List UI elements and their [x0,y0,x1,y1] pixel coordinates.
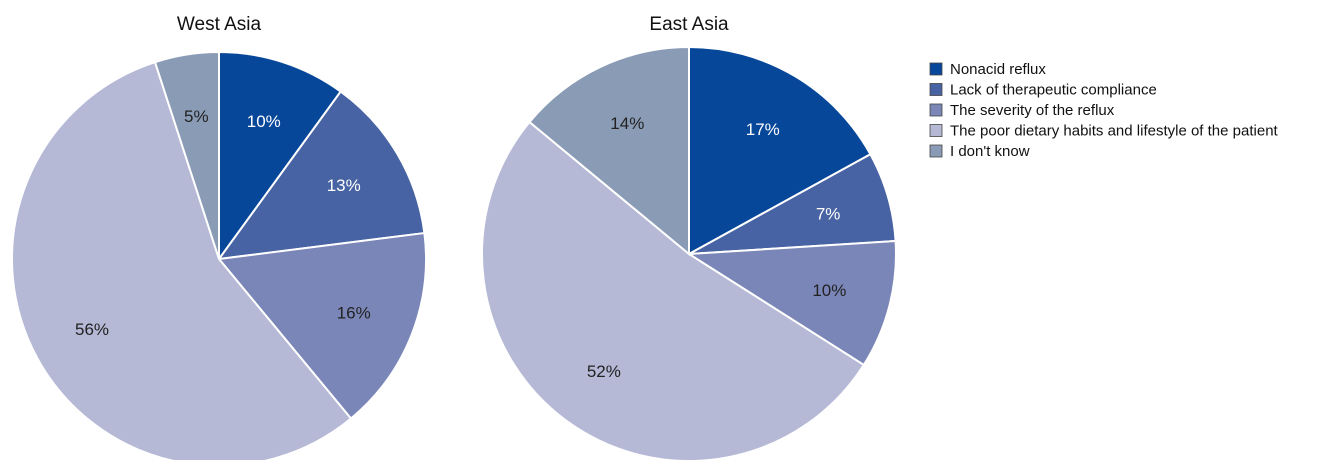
legend-swatch [929,124,943,137]
legend-swatch [929,83,943,96]
data-label-nonacid-reflux: 17% [746,120,780,139]
pie-slice-lack-of-therapeutic-compliance [216,90,426,261]
legend-item-the-severity-of-the-reflux: The severity of the reflux [929,102,1115,119]
pie-slice-the-severity-of-the-reflux [217,231,427,420]
data-label-lack-of-therapeutic-compliance: 13% [327,176,361,195]
data-label-i-don-t-know: 5% [184,107,209,126]
legend-label: The poor dietary habits and lifestyle of… [950,123,1279,140]
pie-slice-i-don-t-know [153,50,220,260]
data-label-the-severity-of-the-reflux: 16% [337,303,371,322]
legend-swatch [929,62,943,76]
pie-slice-nonacid-reflux [218,50,343,263]
pie-slice-the-poor-dietary-habits-and-lifestyle-of-the-patient [481,120,866,462]
data-label-nonacid-reflux: 10% [247,112,281,131]
legend-label: Lack of therapeutic compliance [950,82,1157,99]
pie-chart-west-asia: West Asia 10% 13% 16% 56% 5% [11,14,427,465]
legend-label: The severity of the reflux [950,102,1115,119]
legend-item-lack-of-therapeutic-compliance: Lack of therapeutic compliance [929,82,1157,99]
data-label-the-poor-dietary-habits-and-lifestyle-of-the-patient: 56% [75,320,109,339]
legend-label: I don't know [950,143,1030,160]
pie-slice-i-don-t-know [528,45,690,257]
chart-title: West Asia [177,14,262,35]
pie-slice-nonacid-reflux [688,45,872,256]
legend-item-the-poor-dietary-habits-and-lifestyle-of-the-patient: The poor dietary habits and lifestyle of… [929,123,1279,140]
data-label-the-severity-of-the-reflux: 10% [812,281,846,300]
legend-item-i-don-t-know: I don't know [929,143,1030,160]
data-label-the-poor-dietary-habits-and-lifestyle-of-the-patient: 52% [587,362,621,381]
legend-label: Nonacid reflux [950,61,1046,78]
legend-swatch [929,103,943,117]
legend: Nonacid reflux Lack of therapeutic compli… [929,61,1279,160]
legend-item-nonacid-reflux: Nonacid reflux [929,61,1046,78]
data-label-i-don-t-know: 14% [610,114,644,133]
pie-chart-east-asia: East Asia 17% 7% 10% 52% 14% [481,14,897,462]
data-label-lack-of-therapeutic-compliance: 7% [816,205,841,224]
legend-swatch [929,144,943,158]
pie-slice-the-severity-of-the-reflux [685,239,897,367]
chart-title: East Asia [649,14,729,35]
